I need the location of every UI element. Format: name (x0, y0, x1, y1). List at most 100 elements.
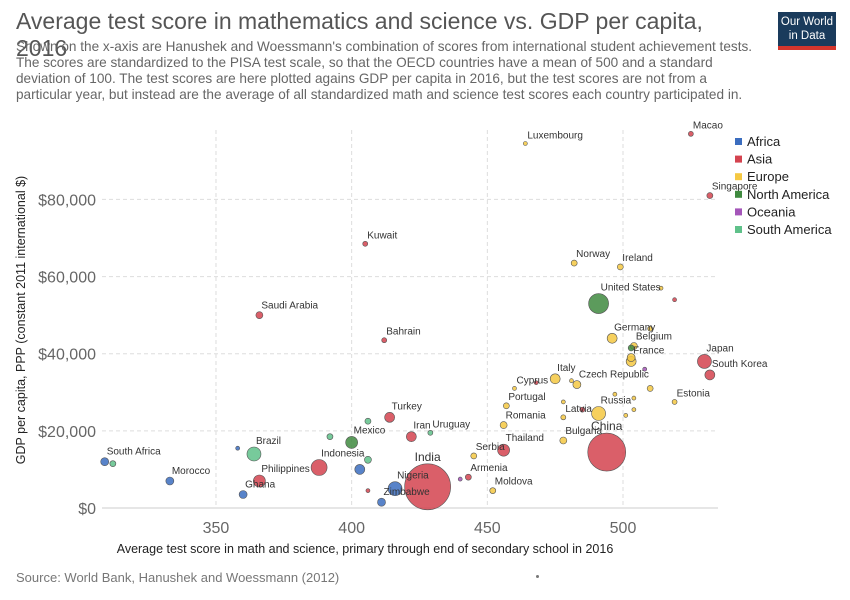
data-point[interactable] (704, 369, 716, 381)
data-point[interactable] (523, 141, 528, 146)
data-point[interactable] (100, 457, 110, 467)
data-point[interactable] (533, 380, 539, 385)
data-point[interactable] (617, 263, 624, 271)
source-note: Source: World Bank, Hanushek and Woessma… (16, 570, 340, 585)
data-point[interactable] (642, 366, 648, 372)
data-point[interactable] (569, 378, 574, 384)
data-points (100, 131, 716, 511)
data-point[interactable] (572, 380, 582, 389)
data-point[interactable] (365, 488, 371, 493)
data-point[interactable] (647, 325, 653, 332)
data-point[interactable] (362, 240, 369, 247)
owid-logo[interactable]: Our World in Data (778, 12, 836, 50)
logo-line-1: Our World (780, 16, 834, 28)
data-point[interactable] (470, 452, 478, 460)
point-label: Kuwait (367, 230, 397, 241)
y-tick-label: $40,000 (38, 347, 96, 364)
legend-swatch (735, 173, 742, 181)
legend-swatch (735, 226, 742, 233)
data-point[interactable] (354, 464, 366, 475)
legend-item[interactable]: Asia (747, 152, 773, 167)
legend: Africa Asia Europe North America Oceania Sout… (735, 134, 832, 237)
data-point[interactable] (512, 386, 517, 391)
data-point[interactable] (165, 476, 175, 486)
data-point[interactable] (697, 354, 712, 369)
data-point[interactable] (497, 443, 510, 457)
point-label: South Korea (712, 359, 768, 370)
data-point[interactable] (503, 402, 510, 410)
data-point[interactable] (560, 414, 567, 421)
data-point[interactable] (310, 459, 328, 476)
data-point[interactable] (612, 391, 618, 397)
point-label: Serbia (476, 442, 505, 453)
data-point[interactable] (549, 373, 561, 385)
point-label: Uruguay (432, 419, 470, 430)
data-point[interactable] (591, 406, 606, 421)
data-point[interactable] (623, 413, 629, 418)
data-point[interactable] (406, 431, 417, 442)
chart-title: Average test score in mathematics and sc… (16, 8, 703, 61)
legend-swatch (735, 138, 742, 145)
data-point[interactable] (579, 406, 586, 413)
point-label: Nigeria (397, 471, 429, 482)
data-point[interactable] (253, 474, 266, 488)
legend-swatch (735, 155, 742, 163)
legend-item[interactable]: Africa (747, 134, 781, 149)
point-label: South Africa (107, 447, 161, 458)
data-point[interactable] (465, 473, 472, 481)
axis-ticks: $0 $20,000 $40,000 $60,000 $80,000 350 400 450 5… (38, 192, 636, 537)
data-point[interactable] (561, 399, 566, 405)
point-label: Cyprus (516, 375, 548, 386)
data-point[interactable] (457, 476, 463, 482)
data-point[interactable] (387, 481, 403, 497)
data-point[interactable] (489, 487, 497, 494)
data-point[interactable] (404, 463, 451, 511)
chart-subtitle: Shown on the x-axis are Hanushek and Woe… (16, 39, 753, 102)
data-point[interactable] (671, 399, 678, 405)
footer-dot (536, 575, 539, 578)
point-label: Estonia (677, 388, 711, 399)
legend-item[interactable]: Europe (747, 169, 789, 184)
point-label: Indonesia (321, 449, 365, 460)
data-point[interactable] (364, 417, 372, 425)
data-point[interactable] (235, 445, 240, 451)
point-label: Turkey (392, 401, 422, 412)
data-point[interactable] (427, 429, 434, 436)
data-point[interactable] (570, 259, 578, 267)
legend-item[interactable]: North America (747, 187, 830, 202)
data-point[interactable] (255, 311, 264, 319)
data-point[interactable] (706, 192, 714, 199)
data-point[interactable] (631, 395, 637, 401)
point-label: Singapore (712, 182, 758, 193)
data-point[interactable] (109, 460, 117, 467)
data-point[interactable] (238, 490, 248, 499)
data-point[interactable] (381, 337, 388, 344)
data-point[interactable] (646, 385, 654, 392)
data-point[interactable] (626, 353, 636, 362)
data-point[interactable] (364, 455, 372, 464)
legend-swatch (735, 208, 742, 216)
data-point[interactable] (246, 446, 262, 462)
x-tick-label: 400 (338, 520, 365, 537)
data-point[interactable] (499, 421, 508, 429)
data-point[interactable] (672, 297, 677, 303)
point-label: Ireland (622, 253, 653, 264)
data-point[interactable] (345, 436, 358, 449)
legend-item[interactable]: Oceania (747, 204, 796, 219)
data-point[interactable] (606, 332, 618, 344)
data-point[interactable] (631, 407, 637, 412)
point-label: Luxembourg (527, 131, 583, 142)
data-point[interactable] (559, 436, 568, 445)
data-point[interactable] (688, 131, 694, 137)
data-point[interactable] (627, 344, 635, 352)
data-point[interactable] (587, 432, 627, 472)
point-label: Portugal (508, 392, 545, 403)
data-point[interactable] (588, 293, 609, 314)
legend-item[interactable]: South America (747, 222, 832, 237)
data-point[interactable] (384, 412, 395, 423)
point-label: Philippines (261, 464, 309, 475)
data-point[interactable] (658, 285, 664, 291)
point-label: Morocco (172, 466, 211, 477)
data-point[interactable] (326, 433, 334, 440)
data-point[interactable] (377, 497, 386, 507)
